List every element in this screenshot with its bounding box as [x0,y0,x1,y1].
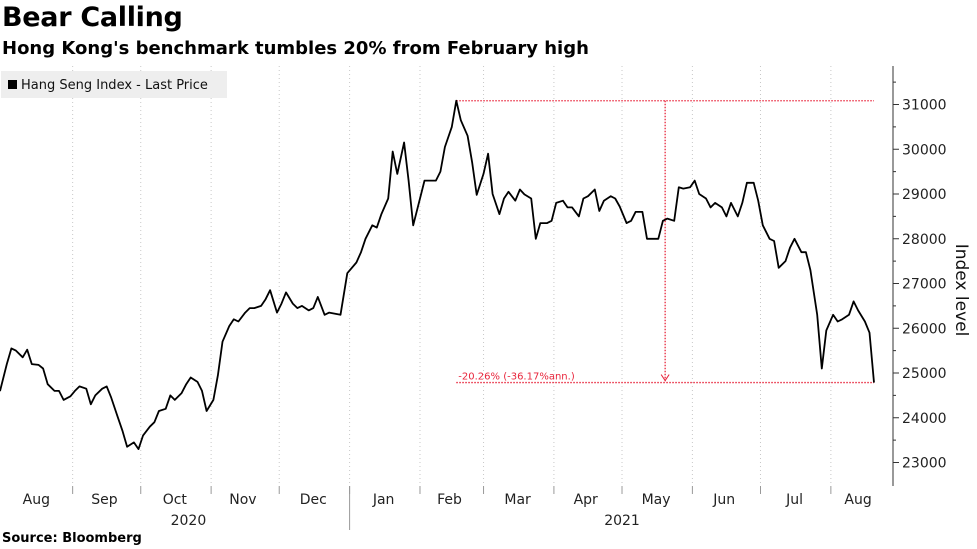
legend-box [1,71,227,98]
y-tick-label: 31000 [902,98,947,114]
legend: Hang Seng Index - Last Price [1,71,227,98]
x-tick-label: Nov [229,492,256,508]
y-tick-label: 25000 [902,366,947,382]
axis-layer: 23000 24000 25000 26000 27000 28000 29000 30000… [23,66,947,530]
y-tick-label: 23000 [902,456,947,472]
x-tick-label: Aug [23,492,50,508]
x-tick-label: Apr [574,492,598,508]
x-tick-label: Dec [300,492,327,508]
y-tick-label: 29000 [902,187,947,203]
source-note: Source: Bloomberg [2,531,142,546]
y-tick-label: 27000 [902,277,947,293]
x-tick-label: Jun [712,492,735,508]
year-label: 2021 [604,513,640,529]
y-tick-label: 24000 [902,411,947,427]
x-tick-label: Sep [91,492,118,508]
annotation-label: -20.26% (-36.17%ann.) [458,372,575,383]
annotation-arrow [660,374,670,382]
series-line-hang-seng [0,99,875,450]
y-axis-label: Index level [951,244,971,337]
x-tick-label: May [642,492,671,508]
annotation-layer: -20.26% (-36.17%ann.) [456,100,874,384]
chart-title: Bear Calling [2,2,183,33]
y-tick-label: 30000 [902,142,947,158]
x-tick-label: Jan [372,492,395,508]
x-tick-label: Aug [844,492,871,508]
y-tick-label: 26000 [902,321,947,337]
chart-subtitle: Hong Kong's benchmark tumbles 20% from F… [2,38,589,59]
x-tick-label: Jul [785,492,803,508]
x-tick-label: Oct [163,492,188,508]
year-label: 2020 [171,513,207,529]
legend-swatch [8,80,17,89]
x-tick-label: Mar [504,492,531,508]
y-tick-label: 28000 [902,232,947,248]
x-tick-label: Feb [437,492,462,508]
series-layer [0,99,875,450]
legend-label: Hang Seng Index - Last Price [21,78,208,93]
